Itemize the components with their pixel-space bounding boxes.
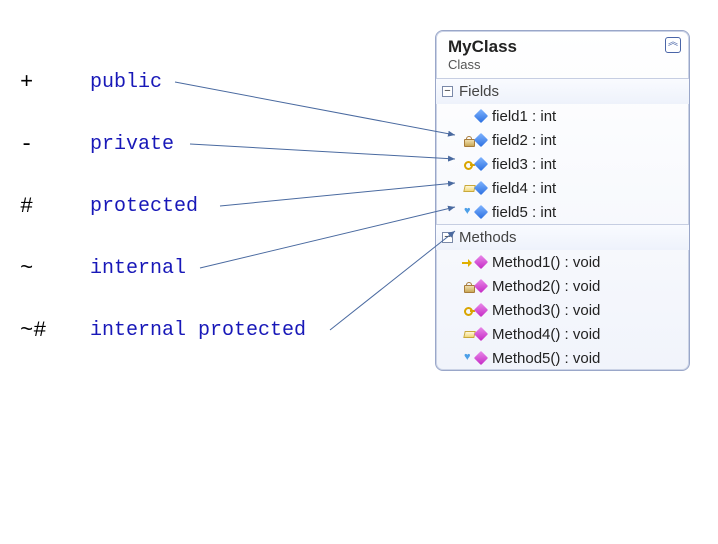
method-protected-icon [464,302,486,318]
methods-section-header[interactable]: − Methods [436,225,689,250]
field-label: field2 : int [492,132,556,149]
methods-section: − Methods Method1() : void Method2() : v… [436,224,689,370]
field-row: field5 : int [436,200,689,224]
minus-toggle-icon[interactable]: − [442,232,453,243]
access-modifier-legend: + public - private # protected ~ interna… [20,70,306,380]
legend-row-public: + public [20,70,306,94]
method-row: Method4() : void [436,322,689,346]
field-row: field4 : int [436,176,689,200]
legend-label: internal [90,257,186,280]
field-private-icon [464,132,486,148]
field-row: field3 : int [436,152,689,176]
method-row: Method2() : void [436,274,689,298]
field-row: field1 : int [436,104,689,128]
class-diagram-box: MyClass Class ︽ − Fields field1 : int fi… [435,30,690,371]
class-header: MyClass Class ︽ [436,31,689,78]
section-title: Fields [459,83,499,100]
class-stereotype: Class [448,57,679,72]
method-label: Method2() : void [492,278,600,295]
method-row: Method1() : void [436,250,689,274]
legend-symbol: ~ [20,256,90,281]
legend-row-internal: ~ internal [20,256,306,280]
field-internal-icon [464,180,486,196]
method-row: Method5() : void [436,346,689,370]
legend-row-internal-protected: ~# internal protected [20,318,306,342]
legend-label: public [90,71,162,94]
legend-row-private: - private [20,132,306,156]
field-label: field1 : int [492,108,556,125]
legend-symbol: ~# [20,318,90,343]
fields-section-header[interactable]: − Fields [436,79,689,104]
legend-label: internal protected [90,319,306,342]
method-internal-protected-icon [464,350,486,366]
field-label: field3 : int [492,156,556,173]
legend-label: private [90,133,174,156]
field-protected-icon [464,156,486,172]
class-title: MyClass [448,37,679,57]
method-private-icon [464,278,486,294]
legend-label: protected [90,195,198,218]
minus-toggle-icon[interactable]: − [442,86,453,97]
field-public-icon [464,108,486,124]
legend-symbol: # [20,194,90,219]
legend-symbol: - [20,132,90,157]
method-label: Method1() : void [492,254,600,271]
field-internal-protected-icon [464,204,486,220]
legend-row-protected: # protected [20,194,306,218]
field-label: field5 : int [492,204,556,221]
method-label: Method3() : void [492,302,600,319]
field-label: field4 : int [492,180,556,197]
method-internal-icon [464,326,486,342]
field-row: field2 : int [436,128,689,152]
method-label: Method4() : void [492,326,600,343]
fields-section: − Fields field1 : int field2 : int field… [436,78,689,224]
method-public-icon [464,254,486,270]
section-title: Methods [459,229,517,246]
legend-symbol: + [20,70,90,95]
collapse-toggle-icon[interactable]: ︽ [665,37,681,53]
method-label: Method5() : void [492,350,600,367]
method-row: Method3() : void [436,298,689,322]
